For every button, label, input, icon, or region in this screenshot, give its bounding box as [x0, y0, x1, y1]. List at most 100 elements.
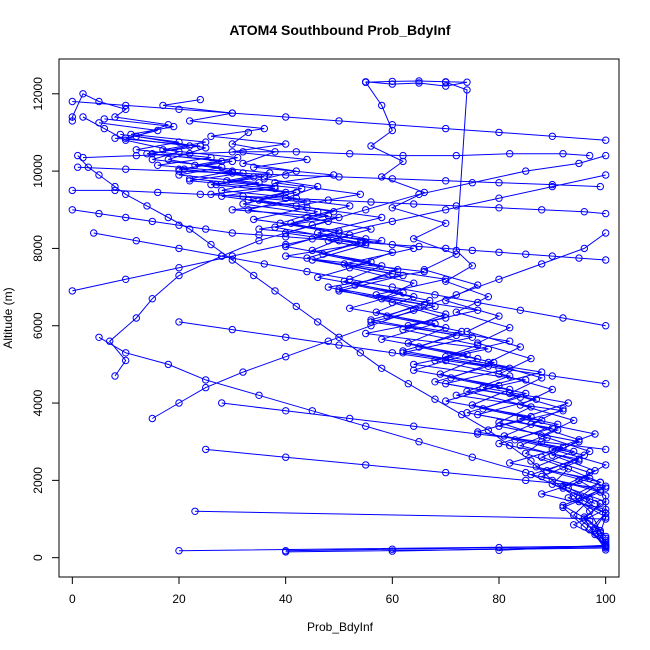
data-point [495, 194, 503, 202]
data-point [602, 534, 610, 542]
data-point [442, 380, 450, 388]
data-point [330, 171, 338, 179]
data-point [100, 115, 109, 123]
data-point [378, 364, 386, 372]
data-point [362, 422, 370, 430]
data-point [186, 177, 194, 185]
data-point [314, 273, 322, 282]
data-point [202, 445, 210, 454]
data-point [548, 252, 556, 260]
data-point [538, 260, 546, 268]
data-point [490, 358, 498, 367]
data-point [506, 324, 514, 332]
data-point [586, 447, 594, 456]
data-point [143, 202, 151, 210]
data-point [580, 244, 588, 253]
data-point [442, 244, 450, 253]
data-point [170, 122, 178, 131]
data-point [122, 349, 130, 357]
data-point [506, 150, 514, 158]
data-point [575, 254, 583, 262]
data-point [335, 285, 343, 293]
data-point [282, 242, 290, 251]
data-point [452, 291, 460, 299]
data-point [303, 254, 311, 262]
data-point [132, 151, 141, 160]
x-tick-label: 20 [172, 592, 186, 606]
data-point [207, 180, 215, 189]
data-point [570, 521, 578, 529]
data-point [570, 416, 578, 425]
x-tick-label: 80 [492, 592, 506, 606]
data-point [554, 420, 562, 428]
series-line [205, 448, 606, 489]
data-point [148, 295, 157, 303]
data-point [474, 410, 482, 419]
data-point [378, 262, 386, 270]
data-point [436, 370, 444, 378]
data-point [538, 490, 546, 498]
y-tick-label: 0 [31, 554, 45, 561]
data-point [602, 482, 610, 490]
data-point [538, 432, 546, 440]
data-point [154, 188, 162, 197]
data-point [324, 283, 332, 291]
data-point [506, 385, 514, 394]
data-point [388, 240, 396, 249]
data-point [602, 380, 610, 388]
data-point [175, 264, 183, 272]
data-point [410, 244, 418, 253]
data-point [506, 441, 514, 450]
data-point [591, 525, 599, 533]
series-line [98, 122, 607, 545]
data-point [463, 409, 471, 417]
data-point [442, 277, 450, 285]
data-point [346, 150, 354, 158]
data-point [564, 494, 572, 502]
data-point [586, 151, 594, 160]
data-point [388, 349, 396, 357]
data-point [239, 368, 247, 376]
data-point [516, 306, 524, 314]
data-point [474, 298, 482, 307]
data-point [79, 113, 87, 121]
data-point [388, 77, 396, 86]
data-point [468, 401, 476, 409]
data-point [276, 219, 284, 228]
data-point [282, 188, 290, 197]
y-tick-label: 2000 [31, 467, 45, 494]
series-2 [79, 113, 610, 555]
data-point [420, 266, 428, 274]
data-point [442, 275, 450, 283]
data-point [388, 80, 396, 88]
data-point [159, 146, 167, 154]
data-point [292, 302, 300, 311]
data-point [468, 179, 476, 187]
data-point [175, 244, 183, 253]
data-point [314, 318, 322, 326]
data-point [559, 501, 567, 510]
data-point [602, 151, 610, 160]
y-axis: 0 2000 4000 6000 8000 10000 12000 [31, 77, 60, 561]
data-point [122, 213, 130, 222]
series-13 [148, 229, 610, 423]
data-point [442, 397, 450, 405]
data-point [591, 430, 599, 438]
data-point [175, 165, 183, 173]
series-line [109, 155, 606, 377]
data-point [207, 132, 215, 141]
x-tick-label: 100 [596, 592, 616, 606]
series-10 [95, 119, 610, 548]
data-point [367, 316, 375, 324]
data-point [122, 134, 130, 142]
data-point [282, 229, 290, 237]
x-tick-label: 60 [386, 592, 400, 606]
data-point [442, 353, 450, 361]
data-point [378, 335, 386, 343]
data-point [484, 293, 492, 301]
data-point [346, 414, 354, 423]
data-point [298, 184, 306, 193]
data-point [522, 476, 530, 485]
series-14 [68, 206, 610, 264]
data-point [367, 142, 375, 150]
